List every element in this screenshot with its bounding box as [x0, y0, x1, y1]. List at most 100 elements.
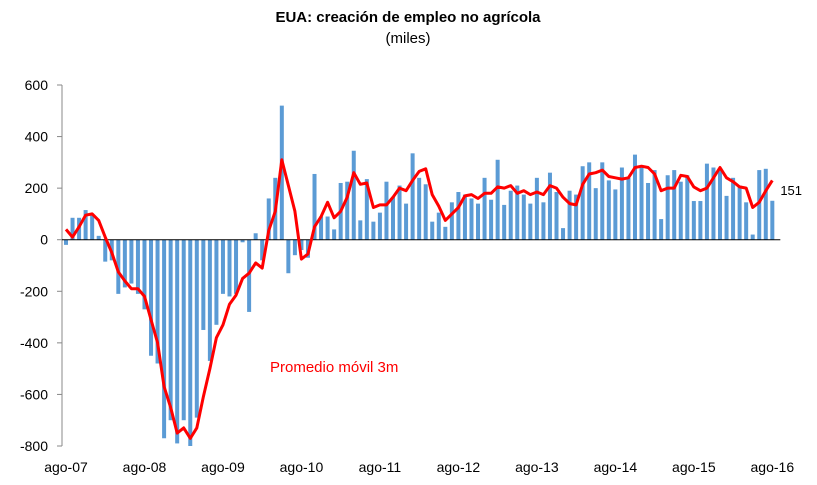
y-tick-label: -600 [20, 386, 48, 402]
x-tick-label: ago-08 [123, 459, 167, 475]
bar [489, 199, 494, 240]
bar [149, 239, 154, 356]
bar [508, 190, 513, 240]
bar [443, 226, 448, 240]
bar [188, 239, 193, 446]
bar [646, 182, 651, 240]
bar [574, 194, 579, 240]
bar [763, 168, 768, 240]
bar [175, 239, 180, 444]
data-label: 151 [780, 183, 802, 198]
bar [724, 195, 729, 240]
bar [750, 234, 755, 240]
bar [142, 239, 147, 310]
x-tick-label: ago-14 [594, 459, 638, 475]
bar [613, 189, 618, 240]
bar [718, 170, 722, 240]
bar [476, 203, 481, 240]
bar [312, 173, 317, 240]
bar [456, 192, 461, 240]
bar [116, 239, 121, 294]
bar [319, 216, 324, 240]
bar [691, 201, 696, 240]
bar [135, 239, 140, 294]
bar [528, 203, 533, 240]
y-tick-label: 600 [25, 77, 49, 93]
bar [417, 177, 422, 240]
bar [103, 239, 108, 262]
bar [83, 210, 88, 240]
bar [659, 219, 664, 240]
bar [181, 239, 186, 421]
bar [731, 177, 736, 240]
bar [698, 201, 703, 240]
chart-title: EUA: creación de empleo no agrícola [275, 9, 541, 26]
bar [410, 153, 415, 240]
bar [469, 198, 474, 240]
bar [554, 192, 559, 240]
chart-subtitle: (miles) [386, 30, 431, 47]
bar [430, 221, 435, 240]
bar [502, 204, 507, 240]
bar [567, 190, 572, 240]
bar [162, 239, 167, 439]
y-tick-label: -200 [20, 283, 48, 299]
bar [632, 154, 637, 240]
bar [495, 159, 500, 240]
bar [534, 177, 539, 240]
bar [482, 177, 487, 240]
bar [580, 166, 585, 240]
bar [247, 239, 252, 312]
bar [358, 220, 363, 240]
x-tick-label: ago-16 [751, 459, 795, 475]
bar [299, 239, 304, 251]
bar [207, 239, 212, 361]
bar [561, 228, 566, 240]
bar [600, 162, 605, 240]
x-tick-label: ago-13 [515, 459, 559, 475]
bar [377, 212, 382, 240]
bar [665, 175, 670, 240]
bar [286, 239, 291, 274]
y-tick-label: 0 [40, 232, 48, 248]
bar [266, 198, 271, 240]
bar [619, 167, 624, 240]
bar [227, 239, 232, 297]
bar [345, 181, 350, 240]
bar [332, 229, 337, 240]
bar [397, 185, 402, 240]
x-tick-label: ago-12 [437, 459, 481, 475]
bar [770, 200, 775, 240]
bar [64, 239, 68, 245]
bar [253, 233, 258, 240]
bar [404, 203, 409, 240]
bar [639, 167, 644, 240]
bar [587, 162, 592, 240]
y-tick-label: -800 [20, 438, 48, 454]
bar [744, 202, 749, 240]
bar [757, 170, 762, 240]
line-annotation: Promedio móvil 3m [270, 359, 398, 376]
bar [593, 188, 598, 240]
bar [449, 202, 454, 240]
bar [606, 180, 611, 240]
bar [384, 181, 389, 240]
bar [371, 221, 376, 240]
x-tick-label: ago-15 [672, 459, 716, 475]
bar [234, 239, 239, 294]
bar [678, 181, 683, 240]
bar [260, 239, 265, 261]
bar [194, 239, 199, 418]
bar [711, 167, 716, 240]
bar [168, 239, 173, 421]
bar [129, 239, 134, 284]
bar [737, 185, 742, 240]
x-tick-label: ago-11 [359, 459, 402, 475]
x-tick-label: ago-09 [201, 459, 245, 475]
bar [96, 235, 101, 240]
bar [391, 197, 395, 240]
bar [351, 150, 356, 240]
bar [364, 179, 369, 240]
